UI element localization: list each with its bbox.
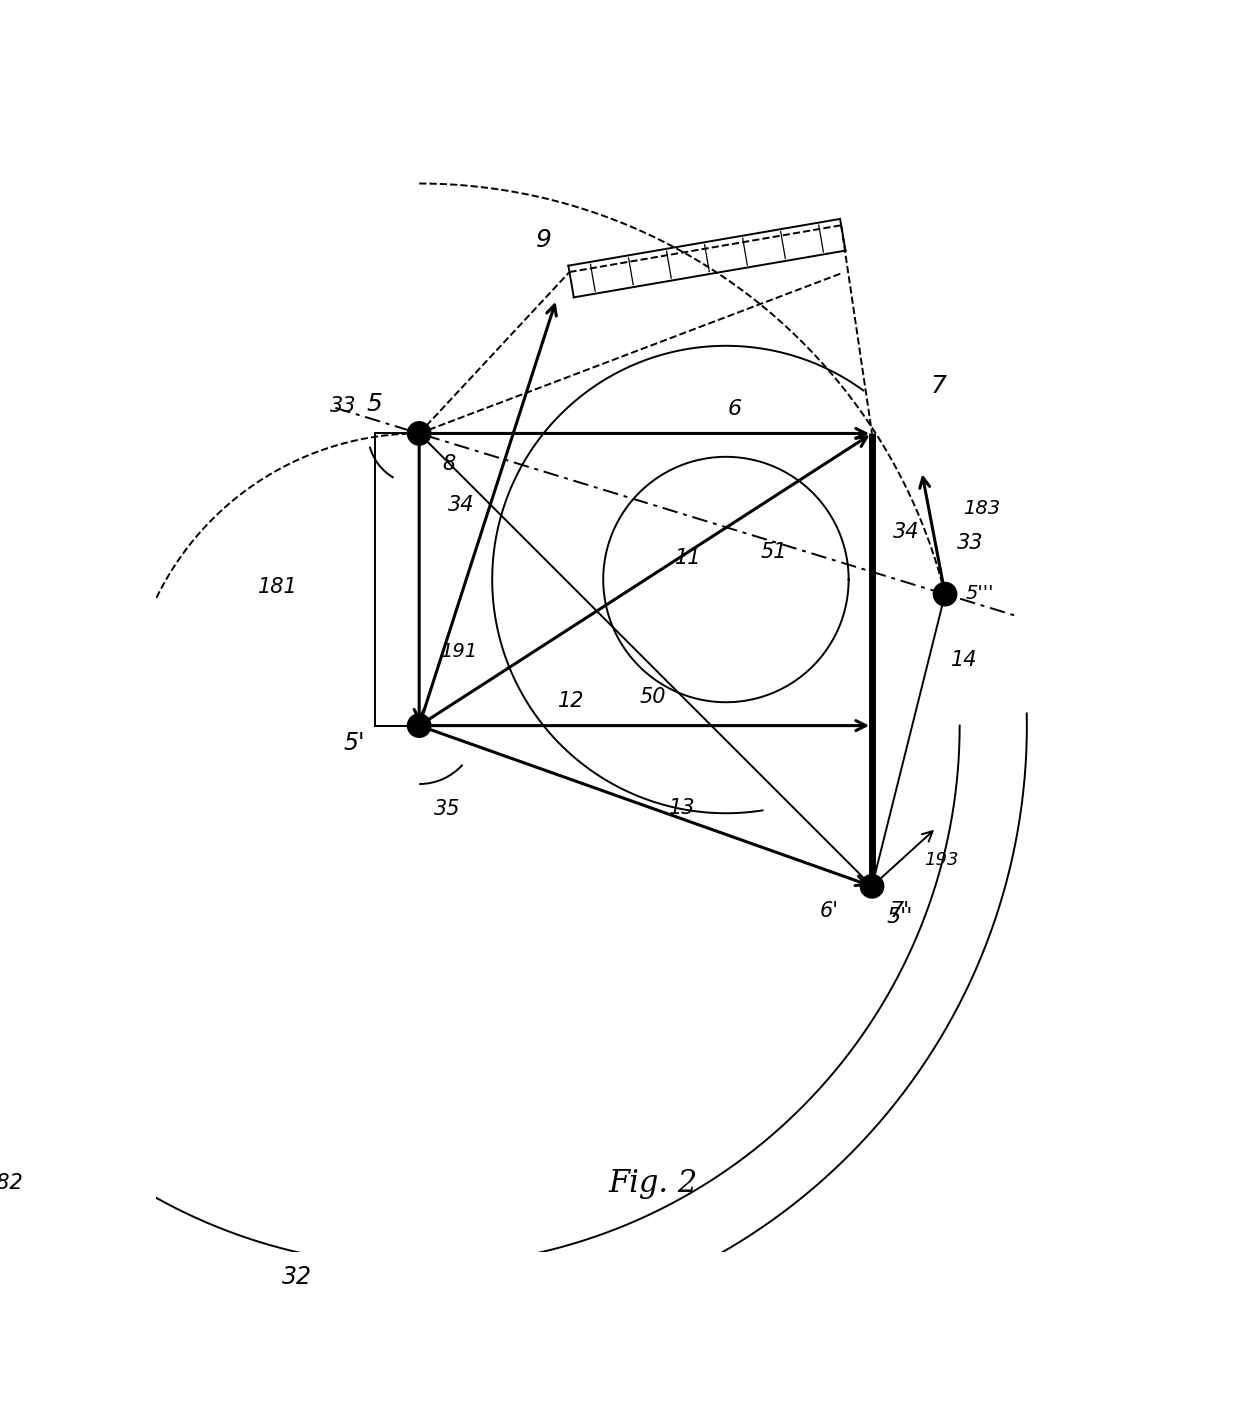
Text: 35: 35 xyxy=(434,799,460,819)
Text: 182: 182 xyxy=(0,1173,24,1193)
Text: 13: 13 xyxy=(668,798,696,818)
Text: 5': 5' xyxy=(343,731,365,755)
Text: 193: 193 xyxy=(925,850,959,869)
Text: 7: 7 xyxy=(930,374,946,398)
Text: 14: 14 xyxy=(951,650,977,670)
Text: 32: 32 xyxy=(281,1264,312,1288)
Text: 5'': 5'' xyxy=(887,907,913,927)
Text: 183: 183 xyxy=(962,499,999,518)
Circle shape xyxy=(408,422,430,445)
Text: 8: 8 xyxy=(443,455,456,475)
Text: 50: 50 xyxy=(640,687,666,707)
Text: 33: 33 xyxy=(330,397,356,417)
Text: 7': 7' xyxy=(889,902,910,921)
Text: 11: 11 xyxy=(675,547,702,567)
Text: 12: 12 xyxy=(558,691,584,711)
Circle shape xyxy=(861,875,884,897)
Text: Fig. 2: Fig. 2 xyxy=(609,1167,698,1199)
Circle shape xyxy=(408,714,430,737)
Text: 5''': 5''' xyxy=(966,584,994,603)
Text: 9: 9 xyxy=(536,229,552,252)
Text: 6': 6' xyxy=(820,902,838,921)
Text: 181: 181 xyxy=(258,577,299,597)
Text: 5: 5 xyxy=(367,392,382,415)
Text: 191: 191 xyxy=(440,643,476,661)
Circle shape xyxy=(934,583,957,606)
Text: 34: 34 xyxy=(893,522,919,542)
Text: 6: 6 xyxy=(728,398,742,419)
Text: 51: 51 xyxy=(761,542,787,562)
Text: 33: 33 xyxy=(957,533,983,553)
Text: 34: 34 xyxy=(449,495,475,515)
